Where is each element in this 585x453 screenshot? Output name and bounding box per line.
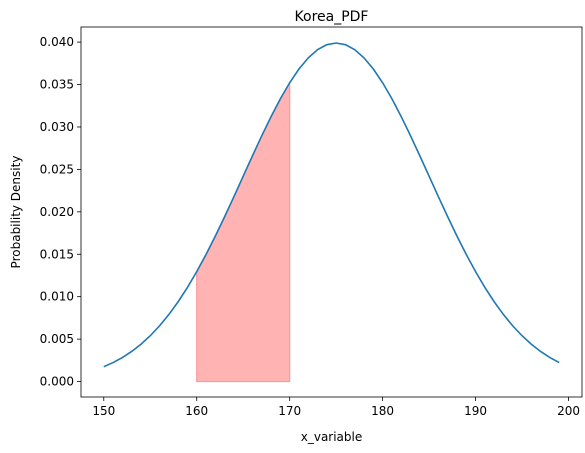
chart-title: Korea_PDF bbox=[295, 9, 369, 25]
y-tick-label: 0.020 bbox=[40, 205, 74, 219]
y-axis-label: Probability Density bbox=[9, 156, 23, 269]
y-tick-label: 0.030 bbox=[40, 120, 74, 134]
x-tick-label: 200 bbox=[557, 404, 580, 418]
x-tick-label: 180 bbox=[371, 404, 394, 418]
plot-area-background bbox=[81, 27, 582, 397]
y-tick-label: 0.015 bbox=[40, 247, 74, 261]
x-tick-label: 150 bbox=[92, 404, 115, 418]
x-tick-label: 190 bbox=[464, 404, 487, 418]
y-tick-label: 0.010 bbox=[40, 290, 74, 304]
y-tick-label: 0.040 bbox=[40, 35, 74, 49]
y-tick-label: 0.025 bbox=[40, 162, 74, 176]
x-axis-label: x_variable bbox=[301, 430, 363, 444]
y-tick-label: 0.005 bbox=[40, 332, 74, 346]
y-tick-label: 0.035 bbox=[40, 78, 74, 92]
y-tick-label: 0.000 bbox=[40, 375, 74, 389]
pdf-line bbox=[103, 42, 560, 368]
x-tick-label: 160 bbox=[185, 404, 208, 418]
x-tick-label: 170 bbox=[278, 404, 301, 418]
